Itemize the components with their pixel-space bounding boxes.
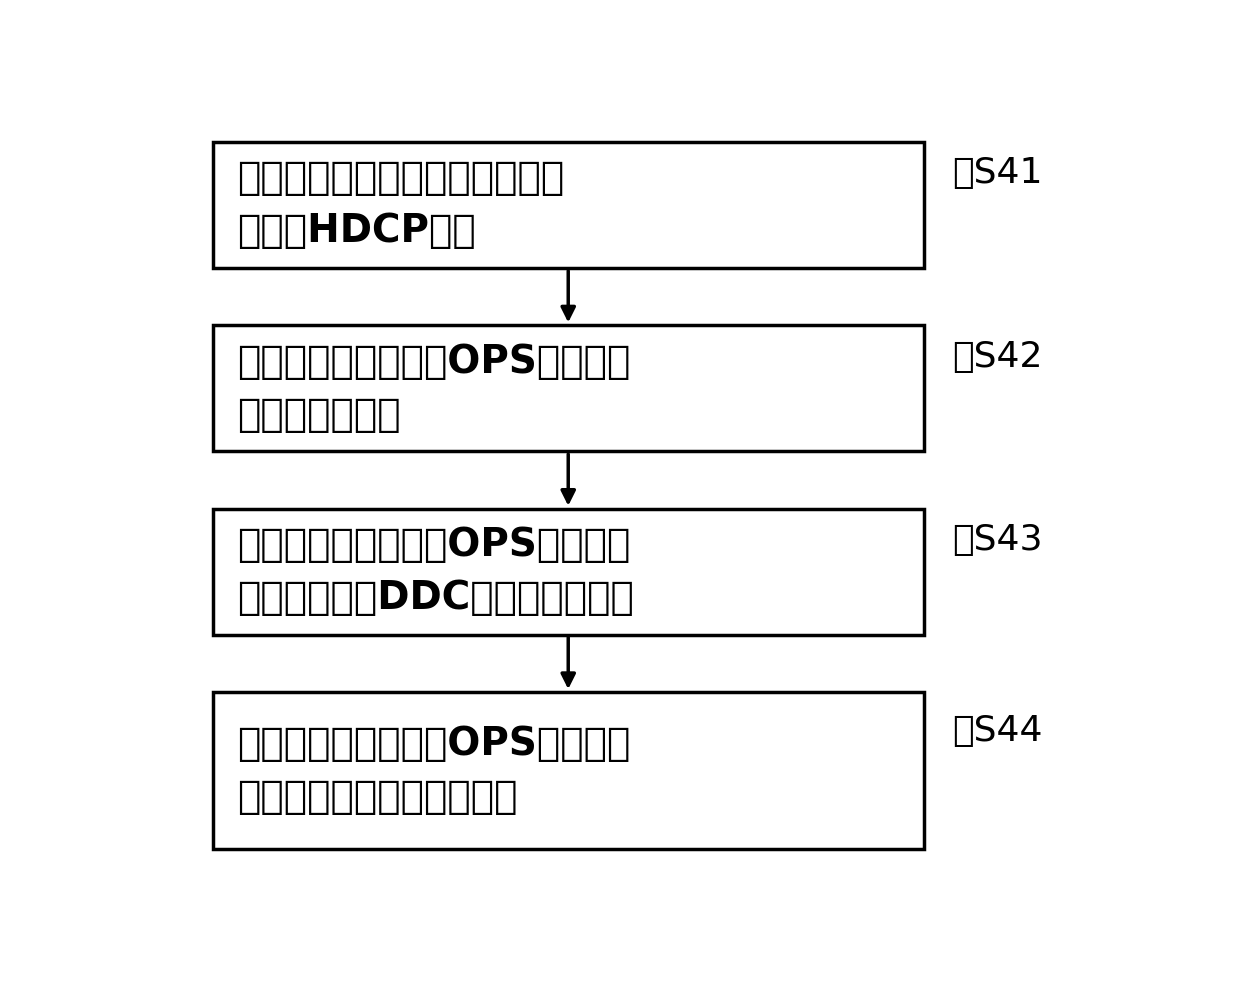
Text: 检测视频输出装置的OPS接口的显
示数据信道（DDC）接脚是否正常: 检测视频输出装置的OPS接口的显 示数据信道（DDC）接脚是否正常 [237, 526, 634, 617]
Bar [213, 692, 924, 848]
Bar [213, 142, 924, 268]
Bar [213, 509, 924, 635]
Text: ～S41: ～S41 [952, 157, 1043, 190]
Text: ～S42: ～S42 [952, 340, 1043, 374]
Text: ～S44: ～S44 [952, 714, 1043, 748]
Bar [213, 325, 924, 451]
Text: ～S43: ～S43 [952, 523, 1043, 558]
Text: 检测视频输出装置的OPS接口的电
源接脚是否正常: 检测视频输出装置的OPS接口的电 源接脚是否正常 [237, 343, 630, 434]
Text: 检测治具的测试模式以及是否支
持检测HDCP功能: 检测治具的测试模式以及是否支 持检测HDCP功能 [237, 160, 564, 250]
Text: 检测视频输出装置的OPS接口的接
收测试信号的接脚是否正常: 检测视频输出装置的OPS接口的接 收测试信号的接脚是否正常 [237, 725, 630, 815]
